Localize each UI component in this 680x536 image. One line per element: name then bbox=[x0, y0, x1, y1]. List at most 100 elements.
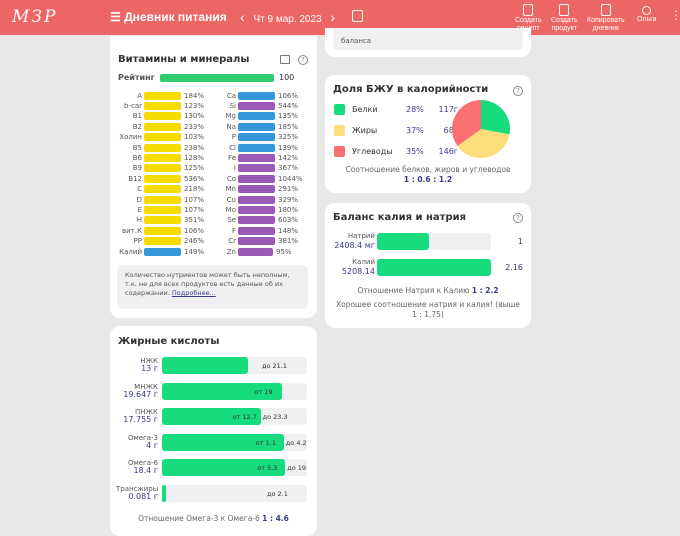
vitamin-row: B2 233% bbox=[110, 122, 204, 131]
vitamin-row: E 107% bbox=[110, 205, 204, 214]
fatty-acid-row: НЖК 13 г до 21.1 bbox=[116, 357, 311, 375]
nutrient-name: B6 bbox=[132, 153, 142, 162]
nutrient-bar bbox=[144, 226, 181, 235]
nutrient-bar bbox=[238, 164, 275, 173]
vitamin-row: Холин 103% bbox=[110, 133, 204, 142]
legend-percent: 35% bbox=[406, 147, 424, 156]
fa-min: от 19 bbox=[254, 387, 273, 396]
nutrient-percent: 135% bbox=[278, 112, 299, 121]
nutrient-bar bbox=[144, 237, 181, 246]
current-date[interactable]: Чт 9 мар. 2023 bbox=[253, 14, 322, 25]
ratio-value: 1 : 2.2 bbox=[471, 286, 499, 295]
mineral-row: Na 185% bbox=[204, 122, 298, 131]
nutrient-percent: 185% bbox=[278, 122, 299, 131]
menu-button[interactable]: ☰ Дневник питания bbox=[110, 10, 227, 24]
nutrient-percent: 107% bbox=[184, 205, 205, 214]
nutrient-percent: 125% bbox=[184, 164, 205, 173]
legend-percent: 37% bbox=[406, 126, 424, 135]
nutrient-name: Se bbox=[227, 216, 236, 225]
label: продукт bbox=[551, 25, 577, 32]
hamburger-icon: ☰ bbox=[110, 10, 125, 24]
nutrient-bar bbox=[144, 153, 181, 162]
prev-day-button[interactable]: ‹ bbox=[240, 9, 245, 25]
table-icon[interactable] bbox=[280, 55, 290, 64]
calendar-icon[interactable] bbox=[352, 10, 363, 22]
nutrient-name: b-car bbox=[124, 101, 142, 110]
copy-diary-button[interactable]: Копировать дневник bbox=[587, 4, 625, 33]
fa-max: до 23.3 bbox=[262, 413, 288, 421]
nutrient-percent: 128% bbox=[184, 153, 205, 162]
nutrient-bar bbox=[144, 101, 181, 110]
nutrient-name: Ca bbox=[226, 91, 236, 100]
nutrient-name: Cl bbox=[229, 143, 236, 152]
nutrient-percent: 103% bbox=[184, 133, 205, 142]
nutrient-bar bbox=[238, 226, 275, 235]
create-product-button[interactable]: Создать продукт bbox=[551, 4, 578, 33]
mineral-row: P 325% bbox=[204, 133, 298, 142]
nutrient-bar bbox=[144, 185, 181, 194]
nutrient-percent: 351% bbox=[184, 216, 205, 225]
nutrient-bar bbox=[144, 91, 181, 100]
label: Копировать bbox=[587, 17, 625, 24]
kna-name: Натрий bbox=[347, 232, 375, 240]
nutrient-percent: 130% bbox=[184, 112, 205, 121]
legend-name: Белки bbox=[352, 105, 378, 114]
fa-track: до 2.1 bbox=[162, 484, 307, 502]
nutrient-bar bbox=[238, 216, 275, 225]
nutrient-bar bbox=[238, 122, 275, 131]
nutrient-bar bbox=[144, 205, 181, 214]
fatty-acid-row: Омега-3 4 г от 1.1 до 4.2 bbox=[116, 433, 311, 452]
fa-track: от 1.1 до 4.2 bbox=[162, 433, 307, 451]
fa-max: до 2.1 bbox=[267, 489, 288, 498]
app-logo[interactable]: МЗР bbox=[12, 7, 58, 27]
label: дневник bbox=[592, 25, 620, 32]
nutrient-bar bbox=[238, 174, 275, 183]
fa-name: МНЖК bbox=[134, 382, 158, 391]
fa-value: 18.4 г bbox=[133, 466, 158, 475]
fa-fill bbox=[162, 433, 284, 451]
pie-slice bbox=[457, 129, 510, 158]
info-note: Количество нутриентов может быть неполны… bbox=[117, 265, 308, 309]
more-link[interactable]: Подробнее... bbox=[171, 289, 216, 297]
legend-percent: 28% bbox=[406, 105, 424, 114]
page-title: Дневник питания bbox=[124, 10, 227, 24]
nutrient-name: Холин bbox=[119, 133, 142, 142]
nutrient-percent: 325% bbox=[278, 133, 299, 142]
bju-legend-item: Жиры 37% 68г bbox=[334, 125, 458, 136]
kna-track bbox=[377, 259, 491, 276]
nutrient-name: E bbox=[137, 205, 142, 214]
nutrient-bar bbox=[144, 195, 181, 204]
kna-label: Калий 5208.14 bbox=[333, 258, 375, 277]
kna-value: 2408.4 мг bbox=[334, 241, 375, 250]
copy-icon bbox=[600, 4, 611, 16]
nutrient-bar bbox=[238, 91, 275, 100]
nutrient-percent: 367% bbox=[278, 164, 299, 173]
nutrient-percent: 291% bbox=[278, 185, 299, 194]
vitamin-row: Калий 149% bbox=[110, 247, 204, 256]
pie-slice bbox=[481, 100, 510, 135]
note-text: Количество нутриентов может быть неполны… bbox=[125, 271, 290, 297]
nutrient-bar bbox=[144, 216, 181, 225]
fa-max: до 4.2 bbox=[285, 438, 307, 447]
nutrient-percent: 603% bbox=[278, 216, 299, 225]
rating-label: Рейтинг bbox=[118, 73, 155, 82]
fa-min: от 5.3 bbox=[257, 464, 278, 472]
help-icon[interactable]: ? bbox=[513, 86, 523, 96]
nutrient-bar bbox=[238, 143, 275, 152]
help-icon[interactable]: ? bbox=[513, 213, 523, 223]
nutrient-name: I bbox=[233, 164, 236, 173]
fatty-acid-row: Омега-6 18.4 г от 5.3 до 19 bbox=[116, 459, 311, 477]
nutrient-name: P bbox=[231, 133, 236, 142]
kna-title: Баланс калия и натрия bbox=[333, 212, 467, 223]
kna-ratio: Отношение Натрия к Калию 1 : 2.2 bbox=[325, 286, 531, 295]
vitamin-row: PP 246% bbox=[110, 237, 204, 246]
fa-value: 4 г bbox=[146, 440, 158, 450]
fa-name: НЖК bbox=[140, 357, 158, 365]
next-day-button[interactable]: › bbox=[330, 9, 336, 25]
help-icon[interactable]: ? bbox=[298, 55, 308, 65]
user-button[interactable]: Ольга bbox=[637, 6, 656, 24]
fa-track: от 12.7 до 23.3 bbox=[162, 408, 307, 425]
nutrient-name: H bbox=[136, 216, 142, 225]
more-icon[interactable]: ⋮ bbox=[670, 8, 680, 22]
fa-label: Омега-6 18.4 г bbox=[116, 459, 158, 475]
